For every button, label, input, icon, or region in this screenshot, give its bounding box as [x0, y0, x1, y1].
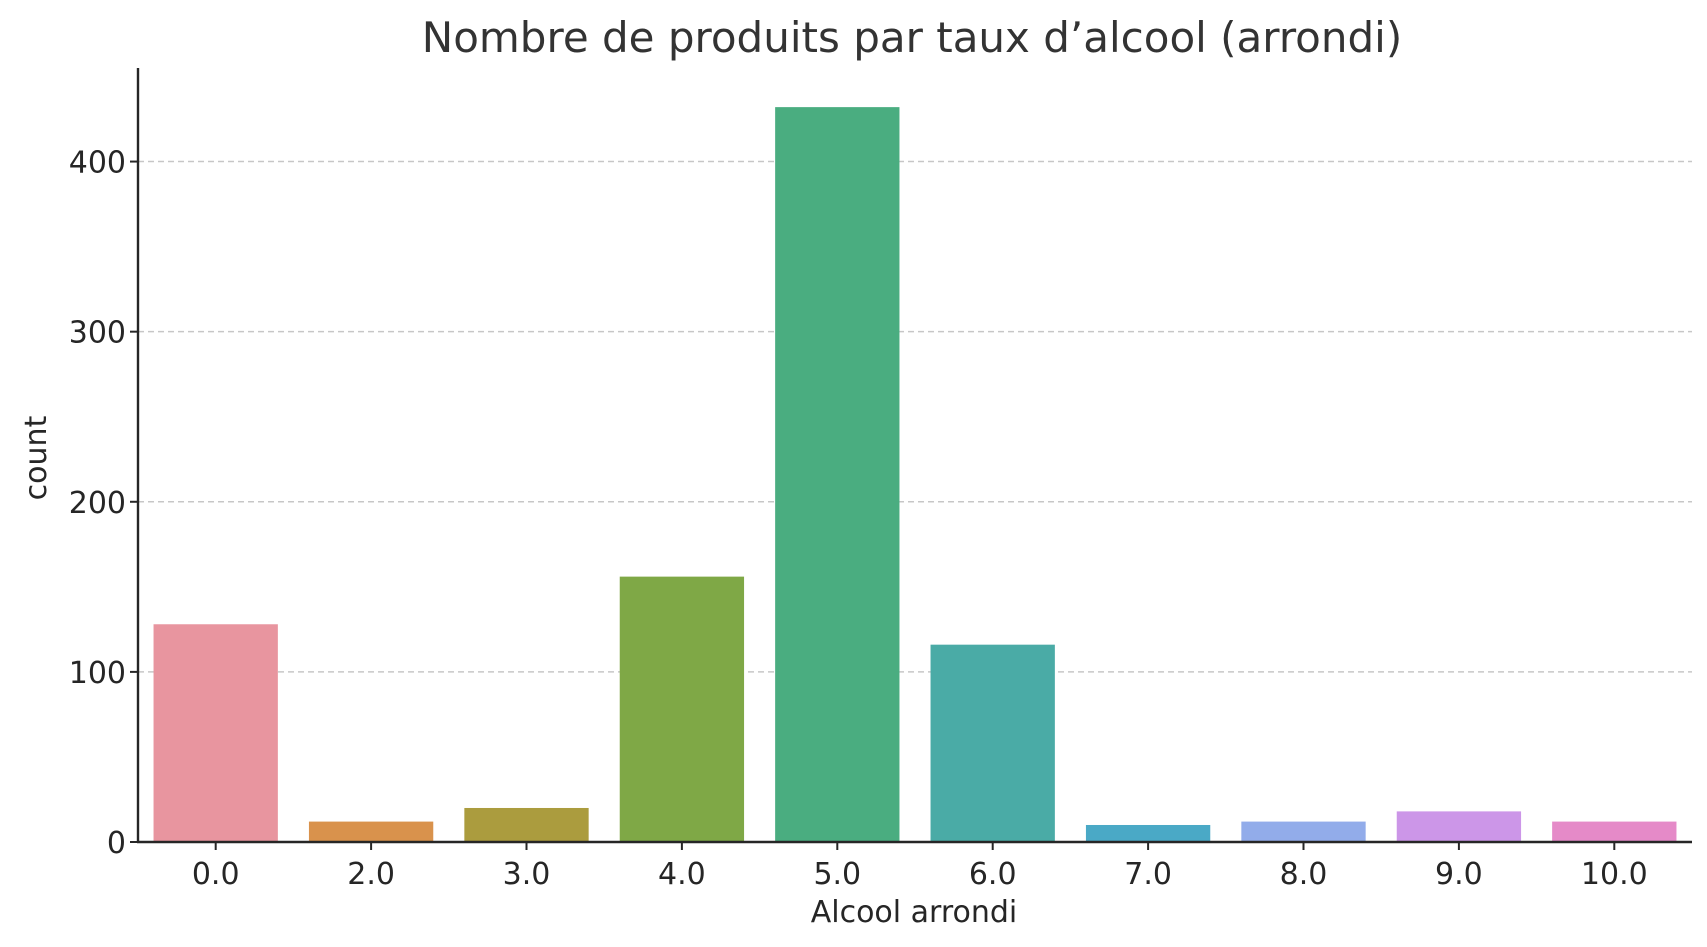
- grid-lines: [138, 160, 1692, 673]
- x-ticks: 0.0 2.0 3.0 4.0 5.0 6.0 7.0 8.0 9.0 10.0: [192, 841, 1648, 892]
- y-tick-label: 200: [69, 486, 126, 521]
- bar-5.0: [775, 107, 900, 843]
- bar-2.0: [308, 821, 434, 842]
- x-tick-label: 5.0: [813, 857, 861, 892]
- bars: [153, 107, 1677, 843]
- y-tick-label: 300: [69, 316, 126, 351]
- x-tick-label: 9.0: [1435, 857, 1483, 892]
- y-tick-label: 100: [69, 656, 126, 691]
- x-tick-label: 8.0: [1280, 857, 1328, 892]
- bar-7.0: [1085, 824, 1211, 842]
- bar-10.0: [1552, 821, 1677, 842]
- x-tick-label: 4.0: [658, 857, 706, 892]
- bar-8.0: [1241, 821, 1366, 842]
- y-ticks: 0 100 200 300 400: [69, 146, 138, 861]
- x-tick-label: 6.0: [969, 857, 1017, 892]
- x-tick-label: 10.0: [1581, 857, 1648, 892]
- bar-9.0: [1396, 811, 1522, 842]
- x-tick-label: 0.0: [192, 857, 240, 892]
- bar-0.0: [153, 624, 278, 842]
- y-tick-label: 400: [69, 146, 126, 181]
- y-tick-label: 0: [107, 826, 126, 861]
- bar-4.0: [619, 576, 745, 842]
- bar-3.0: [464, 807, 589, 842]
- axes: [136, 68, 1692, 844]
- chart-title: Nombre de produits par taux d’alcool (ar…: [422, 13, 1402, 62]
- y-axis-label: count: [19, 415, 54, 500]
- x-axis-label: Alcool arrondi: [811, 895, 1018, 930]
- bar-6.0: [930, 644, 1055, 842]
- x-tick-label: 3.0: [503, 857, 551, 892]
- x-tick-label: 2.0: [347, 857, 395, 892]
- x-tick-label: 7.0: [1124, 857, 1172, 892]
